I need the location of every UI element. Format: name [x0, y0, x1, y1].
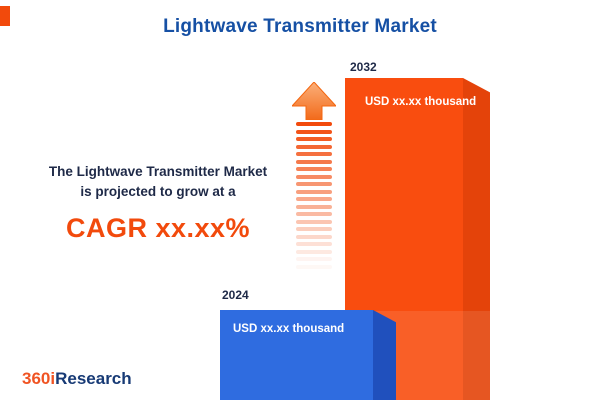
arrow-dash — [296, 152, 332, 156]
arrow-dash — [296, 212, 332, 216]
growth-arrow — [292, 82, 336, 272]
page-title: Lightwave Transmitter Market — [163, 16, 437, 37]
arrow-dash — [296, 137, 332, 141]
description-line-2: is projected to grow at a — [80, 183, 236, 199]
arrow-dash — [296, 264, 332, 269]
arrow-dash — [296, 257, 332, 261]
growth-arrow-dashes — [292, 122, 336, 269]
brand-logo: 360iResearch — [22, 369, 132, 389]
brand-logo-prefix: 360i — [22, 369, 56, 388]
description-line-1: The Lightwave Transmitter Market — [48, 164, 268, 179]
arrow-dash — [296, 227, 332, 231]
arrow-dash — [296, 167, 332, 171]
bar-2024-side-face — [373, 310, 396, 400]
arrow-dash — [296, 249, 332, 254]
arrow-dash — [296, 189, 332, 194]
arrow-dash — [296, 159, 332, 164]
arrow-dash — [296, 219, 332, 224]
brand-logo-suffix: Research — [55, 369, 132, 388]
arrow-dash — [296, 234, 332, 239]
corner-accent-square — [0, 6, 10, 26]
arrow-dash — [296, 182, 332, 186]
market-description: The Lightwave Transmitter Market is proj… — [18, 162, 298, 248]
bar-2024-year-label: 2024 — [222, 288, 249, 302]
cagr-value: CAGR xx.xx% — [65, 213, 251, 244]
bar-2032-value-label: USD xx.xx thousand — [365, 96, 477, 108]
bar-2024-value-label: USD xx.xx thousand — [233, 323, 345, 335]
arrow-dash — [296, 204, 332, 209]
arrow-dash — [296, 144, 332, 149]
bar-2032-year-label: 2032 — [350, 60, 377, 74]
arrow-dash — [296, 197, 332, 201]
growth-arrow-icon — [292, 82, 336, 120]
arrow-dash — [296, 242, 332, 246]
arrow-dash — [296, 122, 332, 126]
bar-2024 — [220, 310, 373, 400]
arrow-dash — [296, 129, 332, 134]
arrow-dash — [296, 174, 332, 179]
